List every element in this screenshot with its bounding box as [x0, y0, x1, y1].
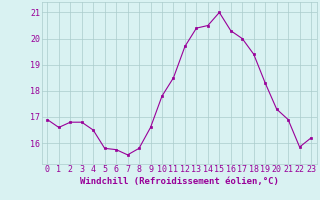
- X-axis label: Windchill (Refroidissement éolien,°C): Windchill (Refroidissement éolien,°C): [80, 177, 279, 186]
